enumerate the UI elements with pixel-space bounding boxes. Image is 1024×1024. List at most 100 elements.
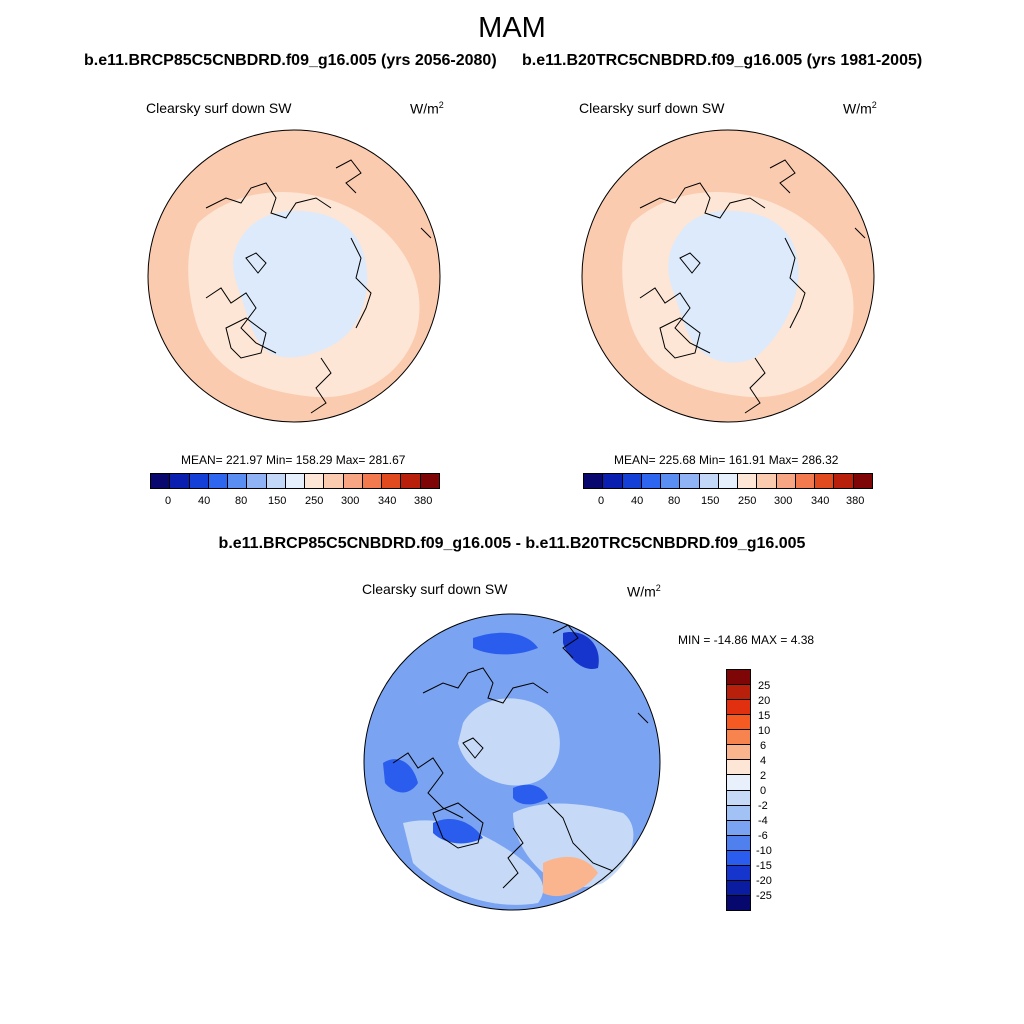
panel-2-colorbar-swatch <box>641 474 662 488</box>
panel-3-colorbar-swatch <box>727 805 750 821</box>
panel-3-strong-negative-center <box>513 784 548 805</box>
panel-1-colorbar-swatch <box>420 474 439 488</box>
panel-3-colorbar-swatch <box>727 835 750 851</box>
panel-3-strong-negative-west <box>383 759 418 793</box>
panel-1-colorbar-swatch <box>401 474 421 488</box>
panel-1-colorbar-swatch <box>343 474 363 488</box>
panel-2-units: W/m2 <box>843 100 877 117</box>
panel-2-colorbar-swatch <box>622 474 642 488</box>
panel-1-colorbar-tick: 0 <box>165 495 172 507</box>
panel-1-colorbar-swatch <box>228 474 248 488</box>
panel-3-arctic-region <box>458 698 560 786</box>
panel-2-colorbar-swatch <box>718 474 739 488</box>
panel-2-colorbar-tick: 340 <box>811 495 830 507</box>
panel-2-case-title: b.e11.B20TRC5CNBDRD.f09_g16.005 (yrs 198… <box>522 52 923 69</box>
panel-2-colorbar-swatch <box>834 474 854 488</box>
panel-3-colorbar-swatch <box>727 850 750 866</box>
panel-2-map-border <box>581 129 875 423</box>
panel-2-colorbar-swatch <box>776 474 796 488</box>
panel-3-colorbar-tick: -25 <box>756 890 772 902</box>
panel-1-colorbar-tick: 300 <box>341 495 360 507</box>
panel-1-colorbar-tick: 40 <box>198 495 211 507</box>
panel-2-colorbar-tick: 80 <box>668 495 681 507</box>
panel-2-colorbar-tick: 250 <box>738 495 757 507</box>
panel-3-colorbar-tick: -4 <box>758 815 768 827</box>
panel-3-map-border <box>363 613 661 911</box>
panel-2-colorbar-swatch <box>661 474 681 488</box>
panel-1-colorbar-tick: 250 <box>305 495 324 507</box>
panel-3-colorbar-swatch <box>727 745 750 761</box>
panel-3-colorbar-tick: 10 <box>758 725 771 737</box>
panel-1-colorbar-swatch <box>189 474 209 488</box>
panel-1-map-border <box>147 129 441 423</box>
panel-1-units: W/m2 <box>410 100 444 117</box>
panel-2-stats: MEAN= 225.68 Min= 161.91 Max= 286.32 <box>614 453 839 467</box>
panel-3-colorbar-tick: 6 <box>760 740 767 752</box>
panel-3-colorbar-swatch <box>727 715 750 731</box>
panel-1-colorbar-tick: 80 <box>235 495 248 507</box>
panel-3-colorbar-swatch <box>727 775 750 791</box>
panel-2-colorbar-tick: 0 <box>598 495 605 507</box>
panel-1-case-title: b.e11.BRCP85C5CNBDRD.f09_g16.005 (yrs 20… <box>84 52 497 69</box>
panel-3-units: W/m2 <box>627 583 661 600</box>
panel-2-colorbar-swatch <box>757 474 777 488</box>
panel-1-colorbar-swatch <box>151 474 171 488</box>
panel-3-colorbar-tick: -6 <box>758 830 768 842</box>
panel-1-arctic-region <box>233 210 368 358</box>
panel-3-stats: MIN = -14.86 MAX = 4.38 <box>678 633 815 647</box>
panel-1-polar-map <box>147 129 441 423</box>
panel-2-colorbar-tick: 300 <box>774 495 793 507</box>
panel-1-colorbar-swatch <box>362 474 383 488</box>
panel-2-arctic-region <box>668 210 799 363</box>
panel-2-colorbar-swatch <box>853 474 872 488</box>
panel-3-positive-region <box>543 856 598 897</box>
panel-1-variable-label: Clearsky surf down SW <box>146 100 292 116</box>
panel-3-colorbar-tick: 4 <box>760 755 767 767</box>
panel-3-light-region-south <box>403 820 544 905</box>
panel-1-colorbar-swatch <box>247 474 267 488</box>
panel-1-colorbar-tick: 340 <box>378 495 397 507</box>
panel-2-colorbar-tick: 380 <box>846 495 865 507</box>
panel-3-polar-map <box>363 613 661 911</box>
panel-2-colorbar-swatch <box>680 474 700 488</box>
panel-1-colorbar-swatch <box>266 474 286 488</box>
panel-3-strong-negative-sw <box>433 818 483 844</box>
panel-1-coastlines <box>205 159 432 414</box>
panel-3-colorbar-tick: -2 <box>758 800 768 812</box>
panel-3-colorbar-swatch <box>727 820 750 836</box>
panel-2-colorbar-tick: 150 <box>701 495 720 507</box>
panel-3-colorbar-tick: 25 <box>758 680 771 692</box>
panel-1-colorbar-swatch <box>285 474 306 488</box>
panel-2-colorbar-swatch <box>584 474 604 488</box>
panel-3-colorbar-tick: 2 <box>760 770 767 782</box>
panel-2-polar-map <box>581 129 875 423</box>
panel-2-colorbar <box>583 473 873 489</box>
panel-3-colorbar-swatch <box>727 730 750 746</box>
panel-1-colorbar-tick: 380 <box>414 495 433 507</box>
panel-1-colorbar-tick: 150 <box>268 495 287 507</box>
panel-3-colorbar-swatch <box>727 880 750 896</box>
panel-3-colorbar-tick: 15 <box>758 710 771 722</box>
panel-3-colorbar-swatch <box>727 700 750 716</box>
panel-1-colorbar-swatch <box>305 474 325 488</box>
panel-3-colorbar-tick: -20 <box>756 875 772 887</box>
figure-title: MAM <box>478 12 546 44</box>
panel-1-colorbar <box>150 473 440 489</box>
panel-3-strongest-negative <box>563 632 599 669</box>
panel-3-colorbar-swatch <box>727 685 750 701</box>
difference-title: b.e11.BRCP85C5CNBDRD.f09_g16.005 - b.e11… <box>218 535 806 552</box>
panel-3-strong-negative-north <box>473 632 538 655</box>
panel-3-coastlines <box>392 624 649 889</box>
panel-3-colorbar-swatch <box>727 790 750 806</box>
panel-2-colorbar-tick: 40 <box>631 495 644 507</box>
panel-1-colorbar-swatch <box>208 474 229 488</box>
panel-1-colorbar-swatch <box>170 474 190 488</box>
panel-1-stats: MEAN= 221.97 Min= 158.29 Max= 281.67 <box>181 453 406 467</box>
panel-2-colorbar-swatch <box>815 474 835 488</box>
panel-3-colorbar-swatch <box>727 760 750 776</box>
panel-3-variable-label: Clearsky surf down SW <box>362 581 508 597</box>
panel-3-colorbar-swatch <box>727 865 750 881</box>
panel-2-variable-label: Clearsky surf down SW <box>579 100 725 116</box>
panel-2-colorbar-swatch <box>738 474 758 488</box>
panel-3-colorbar-tick: -15 <box>756 860 772 872</box>
